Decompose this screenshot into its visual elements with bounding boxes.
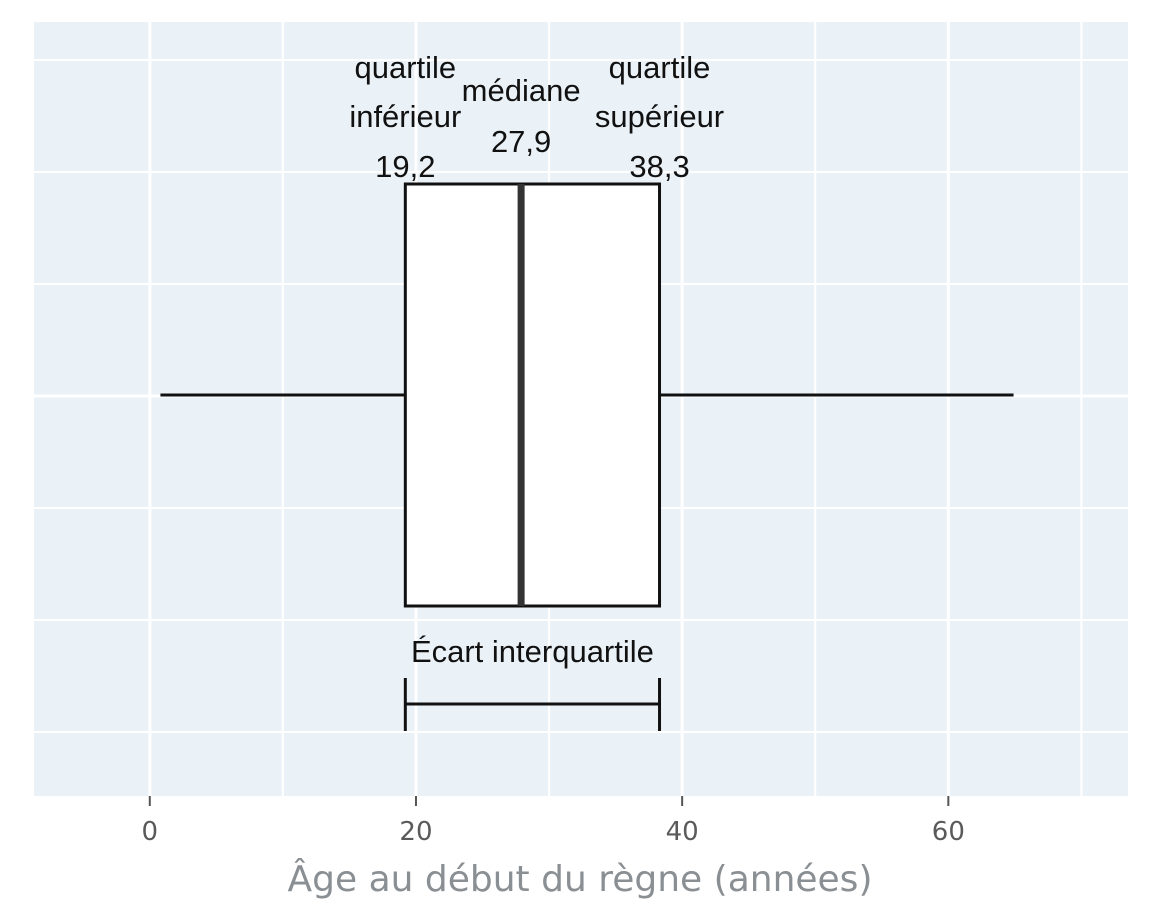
x-axis: 0 20 40 60 xyxy=(142,796,965,847)
x-tick-label: 40 xyxy=(666,817,699,847)
median-label: médiane xyxy=(462,73,581,108)
q1-label-line-2: inférieur xyxy=(349,99,461,134)
q1-label-line-1: quartile xyxy=(354,50,456,85)
box-plot-marks xyxy=(160,182,1014,731)
x-tick-label: 20 xyxy=(399,817,432,847)
annotation-labels: quartile inférieur 19,2 médiane 27,9 qua… xyxy=(349,50,724,669)
q3-label-line-2: supérieur xyxy=(595,99,724,134)
x-tick-label: 60 xyxy=(932,817,965,847)
iqr-label: Écart interquartile xyxy=(411,634,654,669)
median-value-label: 27,9 xyxy=(491,124,551,159)
q3-label-line-1: quartile xyxy=(609,50,711,85)
q1-value-label: 19,2 xyxy=(375,149,435,184)
x-tick-label: 0 xyxy=(142,817,159,847)
iqr-box xyxy=(403,182,662,608)
q3-value-label: 38,3 xyxy=(629,149,689,184)
x-axis-title: Âge au début du règne (années) xyxy=(288,858,873,900)
